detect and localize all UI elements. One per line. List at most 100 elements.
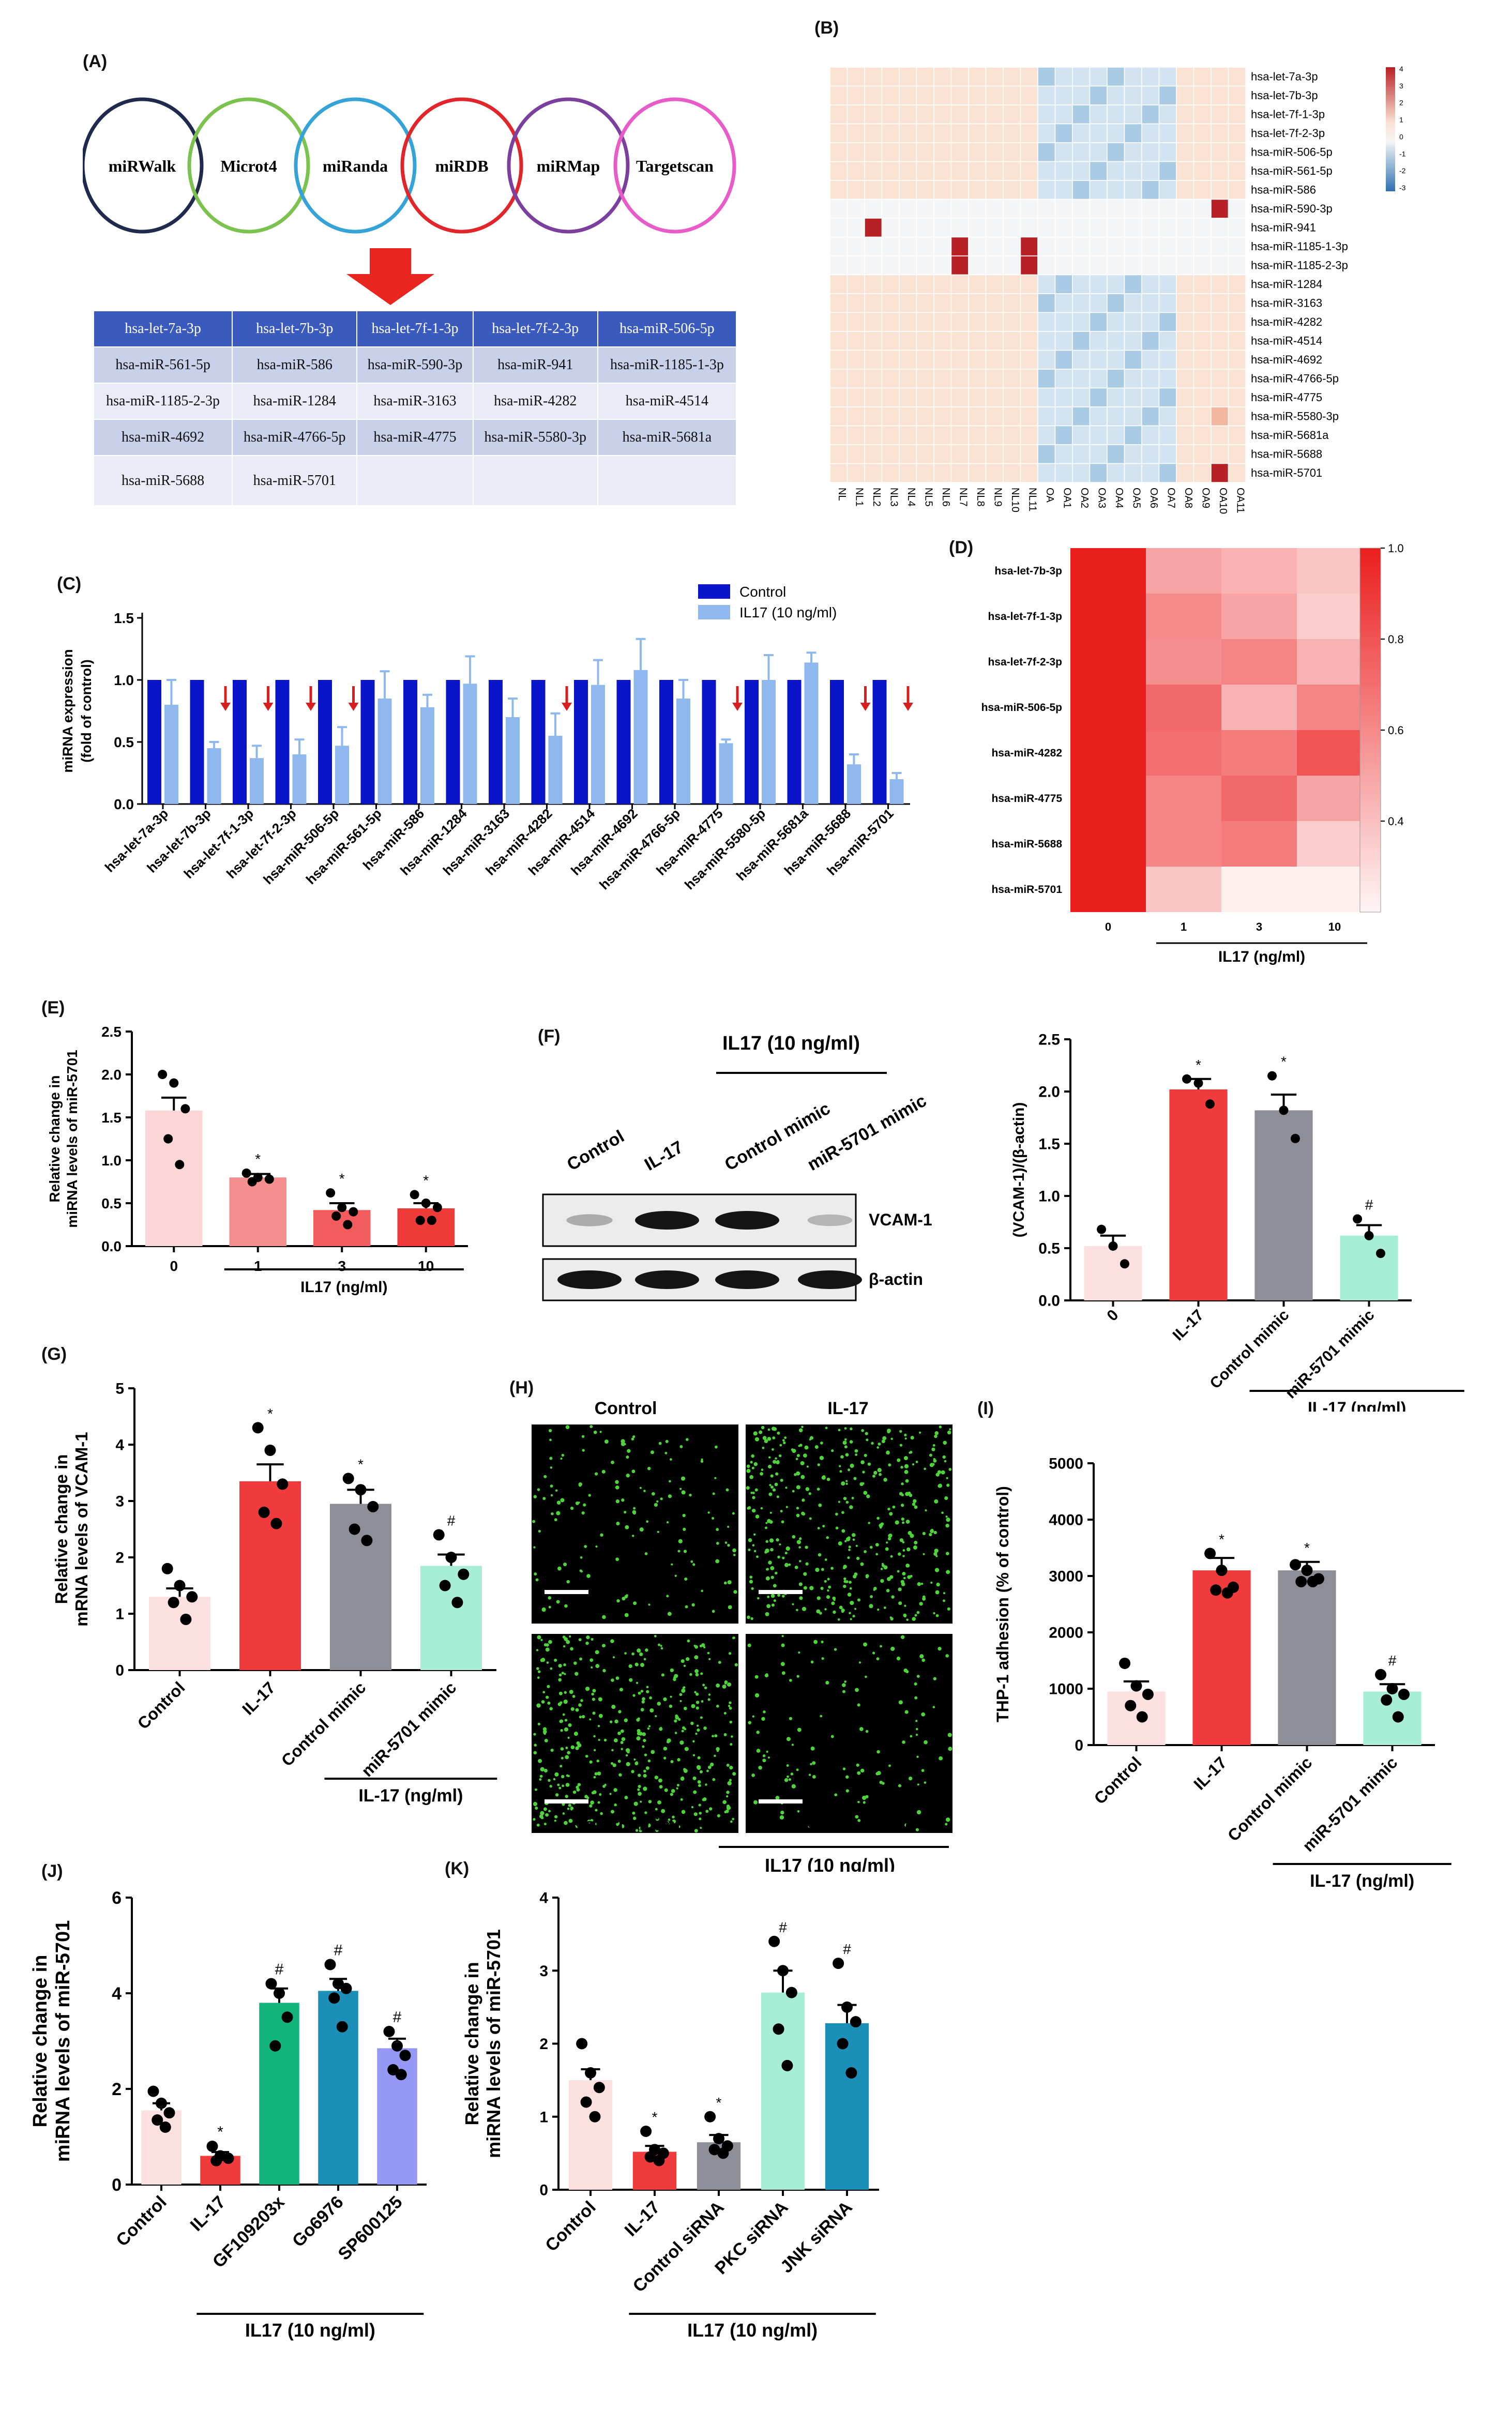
heatmap-cell bbox=[985, 369, 1004, 389]
adherent-cell bbox=[758, 1766, 762, 1770]
adherent-cell bbox=[941, 1511, 944, 1514]
adherent-cell bbox=[716, 1683, 720, 1688]
adherent-cell bbox=[803, 1586, 807, 1590]
adherent-cell bbox=[695, 1673, 699, 1677]
heatmap-col-label: NL6 bbox=[940, 488, 951, 507]
adherent-cell bbox=[569, 1690, 573, 1694]
adherent-cell bbox=[930, 1529, 934, 1534]
adherent-cell bbox=[890, 1555, 893, 1558]
adherent-cell bbox=[557, 1702, 562, 1706]
heatmap-cell bbox=[881, 444, 900, 464]
adherent-cell bbox=[690, 1560, 693, 1563]
adherent-cell bbox=[546, 1661, 549, 1664]
bar bbox=[229, 1177, 286, 1246]
heatmap-cell bbox=[1176, 293, 1195, 313]
heatmap-cell bbox=[1228, 104, 1246, 125]
heatmap-cell bbox=[950, 104, 969, 125]
adherent-cell bbox=[798, 1546, 801, 1549]
heatmap-cell bbox=[846, 463, 865, 483]
heatmap-cell bbox=[1107, 293, 1125, 313]
legend-swatch bbox=[698, 605, 730, 619]
adherent-cell bbox=[763, 1710, 766, 1714]
y-tick-label: 1.0 bbox=[101, 1153, 122, 1169]
adherent-cell bbox=[652, 1492, 655, 1496]
heatmap-cell bbox=[1070, 821, 1146, 867]
adherent-cell bbox=[669, 1458, 672, 1461]
heatmap-cell bbox=[1070, 776, 1146, 821]
data-point bbox=[331, 1211, 341, 1221]
heatmap-cell bbox=[1193, 350, 1212, 370]
adherent-cell bbox=[564, 1719, 568, 1722]
heatmap-cell bbox=[1158, 67, 1177, 87]
heatmap-cell bbox=[846, 444, 865, 464]
adherent-cell bbox=[939, 1756, 943, 1761]
adherent-cell bbox=[535, 1806, 538, 1810]
adherent-cell bbox=[671, 1789, 675, 1793]
heatmap-cell bbox=[1146, 821, 1221, 867]
adherent-cell bbox=[573, 1661, 577, 1665]
heatmap-cell bbox=[1193, 293, 1212, 313]
heatmap-cell bbox=[1228, 67, 1246, 87]
heatmap-cell bbox=[1054, 274, 1073, 294]
scale-tick-label: 0 bbox=[1399, 132, 1403, 141]
scale-tick-label: -1 bbox=[1399, 149, 1406, 158]
adherent-cell bbox=[637, 1732, 641, 1736]
adherent-cell bbox=[842, 1441, 847, 1445]
adherent-cell bbox=[724, 1541, 728, 1544]
adherent-cell bbox=[847, 1593, 852, 1597]
adherent-cell bbox=[818, 1553, 822, 1557]
adherent-cell bbox=[851, 1496, 854, 1499]
heatmap-cell bbox=[1072, 180, 1091, 200]
adherent-cell bbox=[683, 1768, 688, 1773]
adherent-cell bbox=[594, 1472, 598, 1476]
table-cell: hsa-miR-5688 bbox=[93, 455, 233, 506]
scale-tick-label: 1 bbox=[1399, 116, 1403, 124]
adherent-cell bbox=[796, 1513, 800, 1518]
adherent-cell bbox=[946, 1817, 950, 1822]
heatmap-cell bbox=[1072, 123, 1091, 143]
adherent-cell bbox=[618, 1773, 622, 1777]
heatmap-cell bbox=[1037, 85, 1056, 105]
adherent-cell bbox=[560, 1729, 563, 1732]
adherent-cell bbox=[764, 1439, 768, 1443]
x-tick-label: Control mimic bbox=[1207, 1307, 1293, 1392]
heatmap-cell bbox=[916, 236, 934, 256]
adherent-cell bbox=[561, 1756, 564, 1760]
heatmap-cell bbox=[881, 331, 900, 351]
heatmap-cell bbox=[1193, 444, 1212, 464]
x-axis-label: IL17 (10 ng/ml) bbox=[245, 2320, 375, 2341]
adherent-cell bbox=[887, 1507, 890, 1511]
heatmap-row-label: hsa-miR-506-5p bbox=[981, 702, 1062, 714]
heatmap-cell bbox=[881, 463, 900, 483]
adherent-cell bbox=[808, 1492, 811, 1495]
heatmap-cell bbox=[1020, 312, 1038, 332]
image-label: Control bbox=[595, 1399, 657, 1418]
scale-tick-label: 1.0 bbox=[1388, 542, 1404, 555]
table-cell: hsa-miR-4514 bbox=[597, 383, 737, 420]
heatmap-cell bbox=[881, 274, 900, 294]
heatmap-cell bbox=[1003, 199, 1021, 219]
adherent-cell bbox=[681, 1476, 686, 1481]
data-point bbox=[147, 2085, 159, 2097]
heatmap-cell bbox=[950, 425, 969, 445]
heatmap-cell bbox=[1146, 594, 1221, 639]
data-point bbox=[367, 1500, 379, 1512]
heatmap-cell bbox=[1020, 180, 1038, 200]
adherent-cell bbox=[776, 1538, 779, 1542]
heatmap-cell bbox=[1211, 255, 1229, 276]
adherent-cell bbox=[876, 1657, 880, 1661]
adherent-cell bbox=[897, 1458, 901, 1462]
adherent-cell bbox=[681, 1490, 686, 1495]
adherent-cell bbox=[554, 1518, 557, 1522]
adherent-cell bbox=[933, 1612, 935, 1615]
adherent-cell bbox=[849, 1581, 852, 1584]
adherent-cell bbox=[632, 1511, 637, 1515]
heatmap-cell bbox=[1211, 67, 1229, 87]
adherent-cell bbox=[621, 1498, 625, 1502]
adherent-cell bbox=[877, 1468, 882, 1473]
adherent-cell bbox=[820, 1715, 823, 1718]
heatmap-cell bbox=[829, 218, 848, 238]
adherent-cell bbox=[578, 1638, 582, 1642]
adherent-cell bbox=[814, 1445, 819, 1449]
heatmap-cell bbox=[1176, 425, 1195, 445]
